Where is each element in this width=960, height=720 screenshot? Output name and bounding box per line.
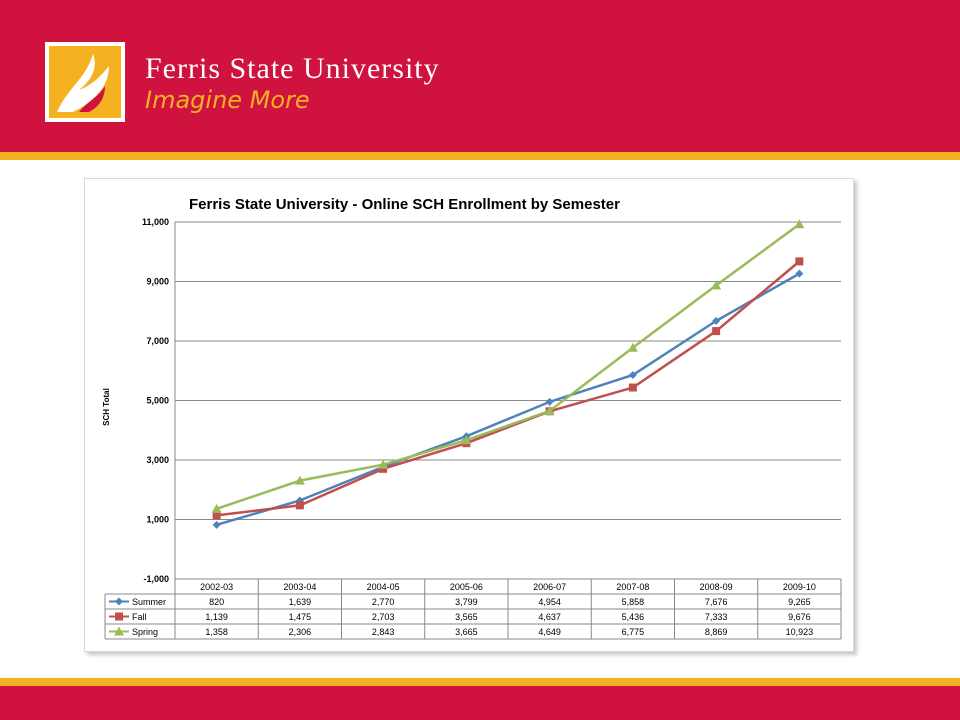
- y-tick-label: 9,000: [146, 277, 169, 287]
- triangle-marker: [627, 342, 638, 352]
- diamond-marker: [212, 520, 221, 529]
- data-label: 4,954: [538, 597, 561, 607]
- legend-label: Summer: [132, 597, 166, 607]
- data-label: 4,637: [538, 612, 561, 622]
- university-logo: [45, 42, 125, 122]
- triangle-marker: [211, 503, 222, 513]
- triangle-marker: [461, 435, 472, 445]
- data-label: 6,775: [622, 627, 645, 637]
- triangle-marker: [794, 219, 805, 229]
- header-banner: [0, 0, 960, 152]
- y-axis-ticks: 11,000 9,000 7,000 5,000 3,000 1,000 -1,000: [142, 217, 169, 584]
- square-marker: [628, 383, 637, 392]
- data-label: 2,306: [289, 627, 312, 637]
- y-tick-label: 1,000: [146, 515, 169, 525]
- data-label: 5,858: [622, 597, 645, 607]
- brand-name: Ferris State University: [145, 52, 440, 85]
- data-label: 3,565: [455, 612, 478, 622]
- series-line: [216, 272, 800, 527]
- square-marker: [295, 501, 304, 510]
- footer-gold-stripe: [0, 678, 960, 686]
- x-category-label: 2003-04: [283, 582, 316, 592]
- chart-panel: Ferris State University - Online SCH Enr…: [84, 178, 854, 652]
- data-label: 8,869: [705, 627, 728, 637]
- series-summer: [212, 269, 804, 529]
- data-label: 1,475: [289, 612, 312, 622]
- diamond-marker: [712, 316, 721, 325]
- data-label: 1,358: [205, 627, 228, 637]
- data-label: 5,436: [622, 612, 645, 622]
- legend-label: Fall: [132, 612, 147, 622]
- data-label: 9,265: [788, 597, 811, 607]
- data-label: 10,923: [786, 627, 814, 637]
- data-label: 3,799: [455, 597, 478, 607]
- data-label: 4,649: [538, 627, 561, 637]
- diamond-marker: [115, 597, 123, 606]
- data-label: 2,843: [372, 627, 395, 637]
- square-marker: [212, 511, 221, 520]
- flame-icon: [57, 54, 109, 112]
- header-gold-stripe: [0, 152, 960, 160]
- series-line: [216, 260, 801, 517]
- data-label: 2,703: [372, 612, 395, 622]
- footer-banner: [0, 686, 960, 720]
- triangle-marker: [711, 280, 722, 290]
- triangle-marker: [294, 475, 305, 485]
- triangle-marker: [114, 626, 124, 636]
- x-category-label: 2008-09: [700, 582, 733, 592]
- y-tick-label: 5,000: [146, 396, 169, 406]
- data-label: 7,676: [705, 597, 728, 607]
- diamond-marker: [795, 269, 804, 278]
- enrollment-line-chart: Ferris State University - Online SCH Enr…: [102, 196, 842, 640]
- x-category-label: 2002-03: [200, 582, 233, 592]
- series-line: [216, 223, 801, 511]
- logo-background: [49, 46, 121, 118]
- data-label: 1,639: [289, 597, 312, 607]
- data-label: 820: [209, 597, 224, 607]
- y-axis-label: SCH Total: [102, 388, 111, 426]
- square-marker: [115, 612, 123, 621]
- x-category-label: 2007-08: [616, 582, 649, 592]
- diamond-marker: [628, 370, 637, 379]
- brand-tagline: Imagine More: [145, 86, 310, 114]
- diamond-marker: [545, 397, 554, 406]
- x-category-label: 2005-06: [450, 582, 483, 592]
- data-table: 2002-03 2003-04 2004-05 2005-06 2006-07 2007-…: [104, 578, 842, 640]
- series-spring: [211, 219, 805, 513]
- chart-title: Ferris State University - Online SCH Enr…: [189, 196, 620, 213]
- data-label: 7,333: [705, 612, 728, 622]
- legend-label: Spring: [132, 627, 158, 637]
- y-tick-label: 7,000: [146, 336, 169, 346]
- y-tick-label: 11,000: [142, 217, 169, 227]
- gridlines: [174, 221, 841, 580]
- data-label: 9,676: [788, 612, 811, 622]
- y-tick-label: 3,000: [146, 455, 169, 465]
- data-label: 1,139: [205, 612, 228, 622]
- triangle-marker: [544, 405, 555, 415]
- y-tick-label: -1,000: [143, 574, 169, 584]
- x-category-label: 2009-10: [783, 582, 816, 592]
- triangle-marker: [378, 459, 389, 469]
- x-category-label: 2004-05: [367, 582, 400, 592]
- data-label: 3,665: [455, 627, 478, 637]
- series-lines: [211, 219, 805, 529]
- square-marker: [795, 257, 804, 266]
- square-marker: [712, 327, 721, 336]
- x-category-label: 2006-07: [533, 582, 566, 592]
- square-marker: [379, 464, 388, 473]
- data-label: 2,770: [372, 597, 395, 607]
